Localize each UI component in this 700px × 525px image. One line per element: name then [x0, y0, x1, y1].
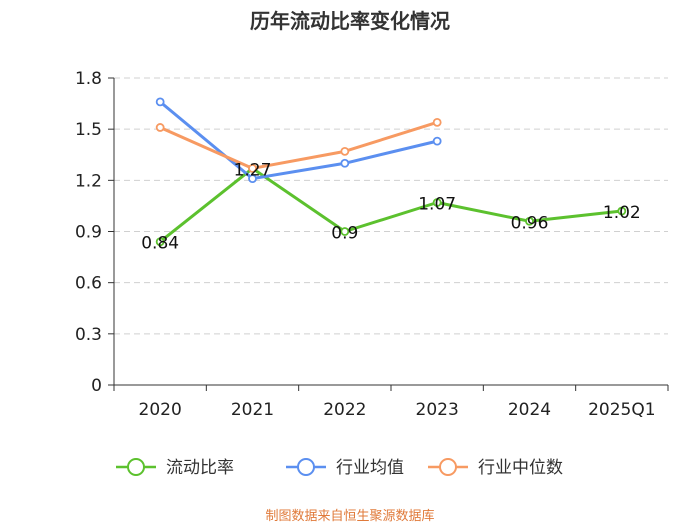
data-point — [525, 216, 534, 226]
data-point — [248, 163, 257, 173]
x-tick-label: 2023 — [416, 400, 459, 420]
data-point — [432, 117, 442, 127]
data-point — [340, 227, 350, 236]
data-point — [248, 174, 257, 184]
legend-label: 行业均值 — [336, 458, 404, 478]
data-point — [340, 146, 350, 156]
data-label: 1.07 — [418, 195, 456, 215]
data-point — [155, 237, 165, 247]
legend-marker — [297, 458, 315, 476]
axes: 0 0.3 0.6 0.9 1.2 1.5 1.8 2020 2021 2022 2023 2024 2… — [75, 69, 669, 420]
y-tick-label: 0.6 — [75, 274, 102, 294]
y-tick-label: 0.3 — [75, 325, 102, 345]
data-label: 1.27 — [234, 160, 272, 180]
series-line-2 — [159, 120, 438, 170]
data-point — [617, 206, 627, 216]
legend[interactable]: 流动比率 行业均值 行业中位数 — [116, 458, 563, 478]
data-point — [340, 158, 350, 168]
source-note: 制图数据来自恒生聚源数据库 — [265, 508, 434, 524]
x-tick-label: 2021 — [231, 400, 274, 420]
x-tick-label: 2025Q1 — [588, 400, 655, 420]
y-tick-label: 1.8 — [75, 69, 102, 89]
y-tick-label: 0 — [91, 376, 102, 396]
data-label: 0.84 — [141, 234, 179, 254]
x-tick-label: 2020 — [139, 400, 182, 420]
y-tick-label: 1.2 — [75, 171, 102, 191]
series-line-0 — [159, 166, 622, 243]
data-label: 0.9 — [331, 224, 358, 244]
legend-item-2[interactable]: 行业中位数 — [428, 458, 563, 478]
data-point — [155, 123, 165, 132]
data-label: 1.02 — [603, 203, 641, 223]
data-labels: 0.84 1.27 0.9 1.07 0.96 1.02 — [141, 160, 641, 253]
data-point — [155, 97, 165, 107]
legend-item-1[interactable]: 行业均值 — [286, 458, 404, 478]
legend-label: 流动比率 — [166, 458, 234, 478]
legend-marker — [127, 458, 145, 476]
legend-item-0[interactable]: 流动比率 — [116, 458, 234, 478]
y-tick-label: 0.9 — [75, 223, 102, 243]
grid-lines — [114, 77, 668, 335]
series-line-1 — [159, 100, 438, 181]
data-point — [432, 136, 442, 146]
x-tick-label: 2022 — [323, 400, 366, 420]
legend-marker — [439, 458, 457, 476]
chart-title: 历年流动比率变化情况 — [250, 9, 450, 33]
series-lines — [155, 97, 627, 247]
y-tick-label: 1.5 — [75, 120, 102, 140]
legend-label: 行业中位数 — [478, 458, 563, 478]
data-point — [432, 198, 442, 207]
x-tick-label: 2024 — [508, 400, 551, 420]
data-label: 0.96 — [511, 213, 549, 233]
